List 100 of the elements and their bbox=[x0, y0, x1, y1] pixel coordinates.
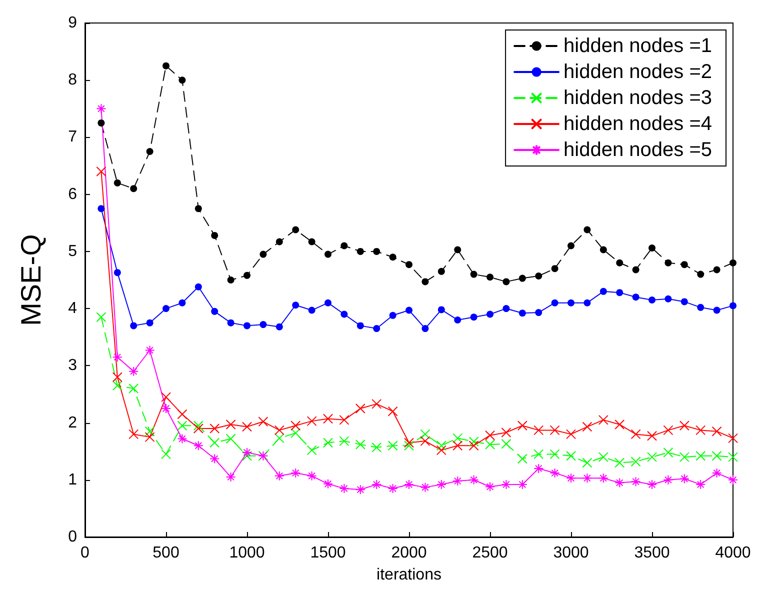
point bbox=[468, 436, 479, 447]
point bbox=[388, 440, 398, 451]
point bbox=[226, 472, 236, 482]
point bbox=[501, 479, 512, 490]
point bbox=[144, 426, 155, 436]
point bbox=[161, 449, 171, 460]
point bbox=[582, 422, 592, 432]
point bbox=[260, 250, 267, 258]
point bbox=[242, 422, 252, 432]
point bbox=[356, 248, 364, 255]
point bbox=[194, 205, 202, 212]
point bbox=[323, 438, 333, 448]
legend-label: hidden nodes =2 bbox=[564, 61, 712, 83]
x-tick-label: 2000 bbox=[391, 544, 427, 562]
point bbox=[292, 226, 300, 234]
point bbox=[324, 250, 332, 258]
point bbox=[162, 62, 170, 70]
point bbox=[534, 463, 544, 474]
point bbox=[114, 269, 121, 276]
point bbox=[566, 429, 576, 440]
x-tick-label: 3000 bbox=[553, 544, 589, 562]
point bbox=[647, 430, 657, 441]
point bbox=[517, 420, 528, 431]
x-tick-label: 3500 bbox=[634, 544, 670, 562]
point bbox=[211, 232, 218, 239]
point bbox=[584, 299, 591, 306]
point bbox=[128, 384, 139, 394]
point bbox=[680, 298, 688, 306]
point bbox=[697, 304, 704, 311]
point bbox=[584, 226, 591, 234]
point bbox=[161, 392, 171, 402]
point bbox=[712, 450, 722, 461]
point bbox=[566, 473, 576, 484]
point bbox=[679, 474, 690, 484]
point bbox=[486, 274, 494, 281]
point bbox=[260, 321, 267, 328]
point bbox=[178, 299, 186, 306]
point bbox=[551, 299, 558, 306]
point bbox=[290, 428, 301, 438]
point bbox=[728, 474, 738, 485]
point bbox=[389, 312, 396, 319]
point bbox=[730, 259, 736, 266]
point bbox=[680, 261, 688, 268]
point bbox=[452, 433, 463, 444]
point bbox=[501, 438, 512, 449]
point bbox=[648, 296, 656, 304]
point bbox=[616, 259, 624, 266]
point bbox=[568, 242, 574, 250]
point bbox=[713, 306, 720, 314]
point bbox=[517, 454, 528, 464]
point bbox=[420, 429, 430, 440]
point bbox=[696, 479, 706, 490]
point bbox=[112, 372, 122, 382]
point bbox=[177, 420, 188, 431]
x-tick-label: 0 bbox=[80, 544, 90, 562]
point bbox=[177, 434, 188, 444]
legend-label: hidden nodes =5 bbox=[564, 139, 712, 161]
y-tick-label: 4 bbox=[68, 300, 78, 318]
point bbox=[454, 316, 462, 324]
legend-label: hidden nodes =3 bbox=[564, 87, 712, 109]
point bbox=[178, 76, 186, 84]
point bbox=[470, 270, 478, 278]
point bbox=[193, 420, 204, 431]
point bbox=[712, 426, 722, 436]
point bbox=[306, 416, 317, 426]
point bbox=[598, 414, 608, 425]
point bbox=[96, 166, 106, 176]
point bbox=[630, 456, 641, 467]
point bbox=[356, 322, 364, 330]
y-tick-label: 0 bbox=[68, 528, 78, 546]
point bbox=[728, 433, 738, 444]
point bbox=[486, 310, 494, 318]
point bbox=[679, 420, 690, 431]
point bbox=[210, 423, 220, 434]
x-axis-title: iterations bbox=[376, 566, 442, 584]
y-tick-label: 3 bbox=[68, 357, 78, 374]
point bbox=[518, 310, 526, 317]
point bbox=[420, 482, 430, 492]
point bbox=[501, 427, 512, 438]
point bbox=[598, 452, 608, 462]
point bbox=[663, 425, 674, 436]
point bbox=[502, 278, 510, 286]
point bbox=[276, 238, 283, 246]
point bbox=[436, 479, 446, 490]
point bbox=[193, 440, 204, 451]
x-tick-label: 4000 bbox=[715, 544, 751, 562]
point bbox=[226, 419, 236, 430]
point bbox=[308, 238, 316, 246]
point bbox=[406, 306, 412, 314]
point bbox=[242, 447, 252, 458]
point bbox=[144, 345, 155, 356]
point bbox=[422, 325, 429, 332]
x-tick-label: 500 bbox=[152, 544, 180, 562]
point bbox=[290, 420, 301, 431]
point bbox=[664, 259, 672, 266]
point bbox=[194, 283, 202, 290]
point bbox=[630, 476, 641, 487]
point bbox=[373, 325, 380, 332]
point bbox=[226, 434, 236, 444]
point bbox=[697, 270, 704, 278]
